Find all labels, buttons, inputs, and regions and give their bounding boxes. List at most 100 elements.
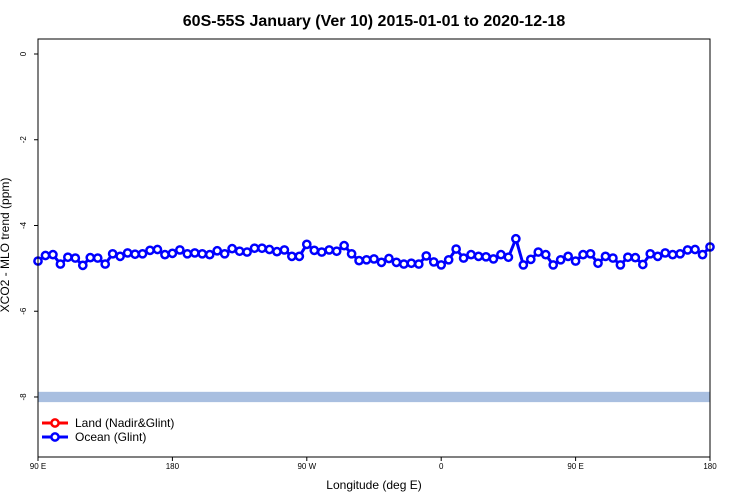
data-point (563, 251, 573, 262)
data-point (324, 245, 335, 255)
data-point (137, 248, 148, 259)
plot-frame (37, 38, 711, 458)
y-tick-label: 0 (19, 51, 28, 56)
data-point (287, 251, 297, 262)
data-point (331, 246, 342, 257)
data-point (376, 257, 387, 268)
data-point (555, 254, 566, 265)
data-point (197, 248, 208, 259)
legend-swatch-marker (50, 432, 60, 442)
data-point (145, 245, 155, 256)
data-point (257, 243, 267, 254)
data-point (630, 252, 641, 263)
series-layer (33, 233, 715, 271)
data-point (115, 251, 125, 262)
x-tick-label: 90 W (297, 462, 316, 471)
data-point (443, 254, 454, 265)
data-point (413, 259, 424, 269)
data-point (637, 259, 648, 270)
data-point (55, 259, 66, 269)
x-tick-label: 0 (439, 462, 444, 471)
data-point (578, 249, 588, 260)
legend-swatch-marker (50, 418, 60, 428)
data-point (160, 249, 170, 260)
y-tick-label: -6 (19, 307, 28, 315)
x-axis: 90 E 180 90 W 0 90 E 180 (30, 457, 717, 471)
data-point (667, 249, 678, 260)
data-point (406, 258, 417, 269)
data-point (92, 253, 103, 263)
y-tick-label: -4 (19, 221, 28, 229)
data-point (100, 259, 111, 269)
data-point (533, 247, 544, 257)
data-point (107, 248, 118, 259)
x-tick-label: 90 E (567, 462, 583, 471)
data-point (279, 245, 290, 255)
data-point (690, 244, 700, 255)
y-axis: 0 -2 -4 -6 -8 (19, 51, 38, 401)
data-point (660, 248, 671, 258)
data-point (399, 259, 409, 269)
data-point (481, 251, 491, 262)
data-point (234, 246, 245, 257)
data-point (570, 256, 581, 266)
x-tick-label: 180 (703, 462, 717, 471)
data-point (540, 249, 551, 260)
data-point (227, 243, 237, 254)
legend-label: Ocean (Glint) (75, 430, 146, 444)
data-point (175, 245, 185, 255)
data-point (339, 240, 349, 251)
data-point (77, 260, 88, 271)
x-tick-label: 90 E (30, 462, 46, 471)
legend-label: Land (Nadir&Glint) (75, 416, 174, 430)
data-point (511, 233, 521, 244)
data-point (503, 252, 514, 263)
data-point (600, 251, 611, 262)
data-point (40, 250, 51, 261)
data-point (301, 239, 312, 250)
data-point (428, 257, 439, 267)
data-point (264, 244, 275, 255)
data-point (152, 244, 163, 255)
data-point (354, 255, 364, 266)
reference-band-layer (38, 391, 710, 403)
legend: Land (Nadir&Glint)Ocean (Glint) (42, 416, 174, 444)
data-point (675, 248, 685, 259)
data-point (85, 252, 96, 263)
data-point (623, 252, 633, 263)
y-tick-label: -2 (19, 136, 28, 144)
y-axis-label: XCO2 - MLO trend (ppm) (0, 178, 12, 313)
data-point (585, 248, 596, 259)
x-axis-label: Longitude (deg E) (326, 478, 421, 492)
data-point (242, 247, 252, 257)
data-point (488, 254, 499, 264)
data-point (436, 260, 447, 270)
data-point (391, 257, 402, 268)
data-point (130, 249, 140, 260)
data-point (496, 249, 506, 260)
data-point (525, 254, 536, 265)
data-point (272, 246, 282, 257)
data-point (466, 249, 476, 260)
data-point (361, 254, 372, 265)
y-tick-label: -8 (19, 393, 28, 401)
data-point (593, 258, 603, 269)
data-point (615, 260, 626, 270)
data-point (219, 248, 230, 259)
data-point (70, 253, 81, 263)
data-point (294, 251, 305, 262)
data-point (369, 254, 379, 264)
data-point (473, 251, 484, 262)
data-point (212, 245, 223, 256)
data-point (548, 260, 559, 270)
data-point (458, 253, 469, 263)
data-point (122, 248, 133, 258)
data-point (309, 245, 320, 256)
data-point (204, 249, 215, 260)
data-point (682, 245, 693, 255)
data-point (451, 244, 461, 254)
reference-band (38, 391, 710, 403)
data-point (608, 253, 618, 263)
data-point (346, 248, 357, 259)
